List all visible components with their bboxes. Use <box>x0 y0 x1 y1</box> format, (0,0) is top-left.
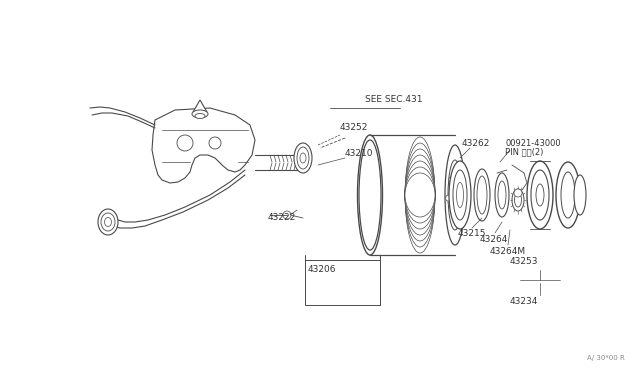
Ellipse shape <box>445 145 465 245</box>
Ellipse shape <box>405 155 435 235</box>
Circle shape <box>514 189 522 197</box>
Ellipse shape <box>536 184 544 206</box>
Ellipse shape <box>405 167 435 223</box>
Circle shape <box>449 177 454 183</box>
Ellipse shape <box>574 175 586 215</box>
Ellipse shape <box>195 113 205 119</box>
Text: 43210: 43210 <box>345 148 374 157</box>
Polygon shape <box>152 108 255 183</box>
Text: A/ 30*00 R: A/ 30*00 R <box>588 355 625 361</box>
Bar <box>305 260 380 305</box>
Ellipse shape <box>359 140 381 250</box>
Ellipse shape <box>556 162 580 228</box>
Ellipse shape <box>495 173 509 217</box>
Ellipse shape <box>294 143 312 173</box>
Ellipse shape <box>453 175 467 215</box>
Polygon shape <box>193 100 207 112</box>
Ellipse shape <box>448 160 462 230</box>
Ellipse shape <box>515 193 522 207</box>
Ellipse shape <box>474 169 490 221</box>
Ellipse shape <box>456 183 463 208</box>
Circle shape <box>451 209 457 215</box>
Ellipse shape <box>527 161 553 229</box>
Ellipse shape <box>101 213 115 231</box>
Ellipse shape <box>456 185 463 205</box>
Text: 43215: 43215 <box>458 228 486 237</box>
Ellipse shape <box>98 209 118 235</box>
Text: 43206: 43206 <box>308 266 337 275</box>
Circle shape <box>458 201 464 207</box>
Text: 43264: 43264 <box>480 235 508 244</box>
Ellipse shape <box>405 137 435 253</box>
Ellipse shape <box>192 110 208 118</box>
Ellipse shape <box>405 173 435 217</box>
Ellipse shape <box>453 170 467 220</box>
Ellipse shape <box>405 161 435 229</box>
Circle shape <box>456 179 462 185</box>
Text: 43262: 43262 <box>462 138 490 148</box>
Ellipse shape <box>561 172 575 218</box>
Ellipse shape <box>531 170 549 220</box>
Ellipse shape <box>358 135 383 255</box>
Text: SEE SEC.431: SEE SEC.431 <box>365 96 422 105</box>
Text: 43264M: 43264M <box>490 247 526 257</box>
Ellipse shape <box>300 153 306 163</box>
Circle shape <box>177 135 193 151</box>
Text: 43234: 43234 <box>510 298 538 307</box>
Ellipse shape <box>405 143 435 247</box>
Ellipse shape <box>456 183 464 207</box>
Text: 00921-43000: 00921-43000 <box>505 138 561 148</box>
Ellipse shape <box>449 161 471 229</box>
Ellipse shape <box>512 189 524 211</box>
Ellipse shape <box>477 176 487 214</box>
Text: 43222: 43222 <box>268 214 296 222</box>
Ellipse shape <box>297 147 309 169</box>
Text: PIN ピン(2): PIN ピン(2) <box>505 148 543 157</box>
Circle shape <box>283 211 291 219</box>
Text: 43253: 43253 <box>510 257 538 266</box>
Circle shape <box>445 195 451 201</box>
Circle shape <box>209 137 221 149</box>
Ellipse shape <box>498 181 506 209</box>
Text: 43252: 43252 <box>340 124 369 132</box>
Ellipse shape <box>405 149 435 241</box>
Ellipse shape <box>104 218 111 227</box>
